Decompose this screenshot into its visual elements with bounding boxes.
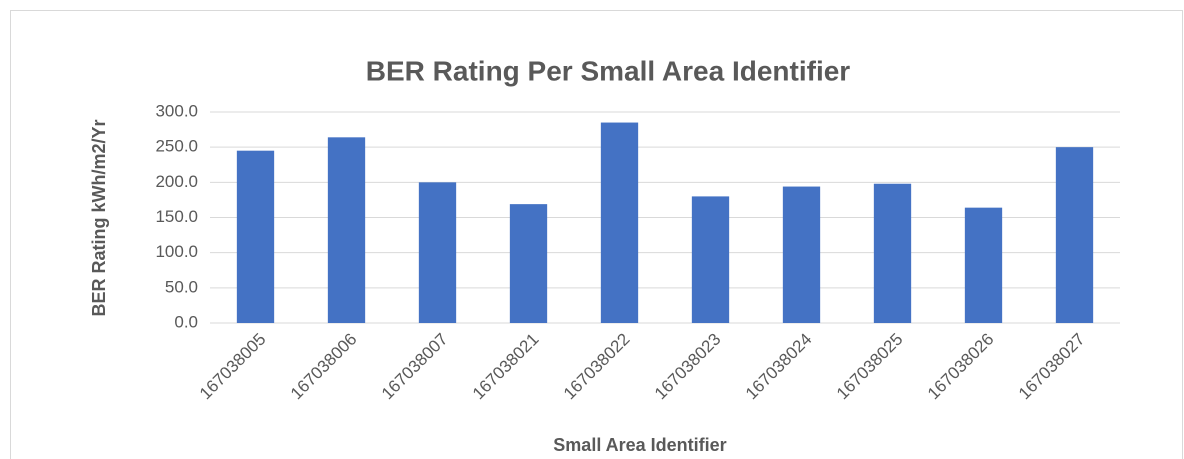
bar (236, 150, 275, 323)
x-axis-title: Small Area Identifier (553, 435, 726, 455)
chart-title: BER Rating Per Small Area Identifier (366, 55, 851, 86)
y-tick-label: 200.0 (155, 172, 198, 191)
bar (873, 183, 912, 323)
y-tick-label: 100.0 (155, 242, 198, 261)
bar (509, 204, 548, 323)
y-tick-label: 50.0 (165, 277, 198, 296)
bar (418, 182, 457, 323)
y-tick-label: 150.0 (155, 207, 198, 226)
y-tick-label: 300.0 (155, 101, 198, 120)
bar (964, 207, 1003, 323)
y-axis-title: BER Rating kWh/m2/Yr (89, 119, 109, 316)
bar (691, 196, 730, 323)
bar (782, 186, 821, 323)
bar (600, 122, 639, 323)
bar (1055, 147, 1094, 323)
bar (327, 137, 366, 323)
y-tick-label: 0.0 (174, 312, 198, 331)
y-tick-label: 250.0 (155, 137, 198, 156)
